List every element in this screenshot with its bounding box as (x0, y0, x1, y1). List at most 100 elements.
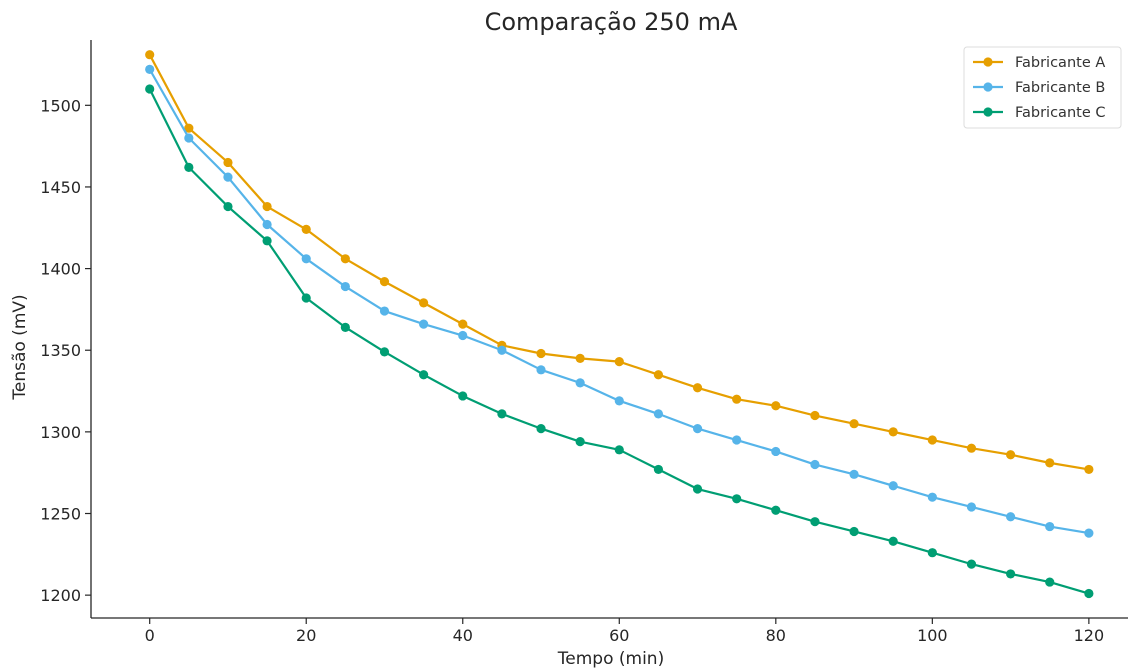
data-point (1084, 588, 1094, 599)
data-point (379, 306, 390, 316)
data-point (653, 409, 664, 419)
data-point (301, 254, 311, 264)
data-point (732, 435, 742, 445)
data-point (379, 277, 390, 287)
data-point (262, 236, 272, 246)
legend-label: Fabricante B (1015, 80, 1105, 96)
data-point (614, 357, 624, 367)
data-point (184, 133, 194, 143)
legend-label: Fabricante C (1015, 105, 1105, 121)
x-axis-label: Tempo (min) (557, 649, 664, 669)
data-point (262, 219, 272, 230)
x-tick-label: 0 (145, 626, 155, 645)
y-tick-label: 1400 (40, 260, 81, 279)
data-point (536, 348, 546, 359)
data-point (888, 481, 898, 491)
series-fabricante-c (145, 84, 1094, 599)
data-point (262, 201, 272, 212)
data-point (145, 84, 155, 94)
data-point (849, 526, 859, 537)
y-axis-label: Tensão (mV) (10, 294, 30, 400)
x-tick-label: 100 (917, 626, 948, 645)
data-point (1006, 569, 1016, 579)
data-point (1045, 458, 1055, 468)
data-point (810, 410, 820, 421)
data-point (888, 536, 898, 546)
data-point (653, 464, 664, 475)
chart-axes: 0 20 40 60 80 100 120 1200 1250 1300 1350 1400 1450 1… (40, 40, 1128, 645)
series-line (148, 88, 1090, 595)
legend-marker (983, 57, 993, 67)
legend-marker (983, 107, 993, 117)
data-point (653, 370, 664, 380)
data-point (536, 423, 546, 434)
data-point (1006, 512, 1016, 522)
data-point (849, 469, 859, 479)
legend-marker (983, 82, 993, 92)
data-point (575, 378, 585, 388)
series-line (148, 68, 1090, 535)
data-point (497, 409, 507, 419)
x-tick-label: 40 (453, 626, 473, 645)
data-point (458, 330, 468, 341)
data-point (849, 419, 859, 429)
legend-box (963, 46, 1122, 129)
x-tick-label: 60 (609, 626, 629, 645)
data-point (145, 64, 155, 74)
x-tick-label: 80 (766, 626, 786, 645)
data-point (692, 383, 703, 393)
legend-item: Fabricante A (973, 55, 1105, 71)
data-point (301, 224, 311, 235)
data-point (692, 423, 703, 434)
data-point (1045, 577, 1055, 587)
data-point (145, 50, 155, 60)
data-point (966, 443, 977, 453)
data-point (575, 353, 585, 363)
data-point (614, 396, 624, 406)
x-tick-label: 120 (1074, 626, 1105, 645)
data-point (458, 319, 468, 329)
data-point (1084, 528, 1094, 538)
data-point (966, 559, 977, 569)
legend-item: Fabricante B (973, 80, 1105, 96)
data-point (692, 484, 703, 494)
data-point (184, 162, 194, 172)
data-point (732, 494, 742, 504)
data-point (614, 445, 624, 455)
data-point (340, 322, 350, 332)
y-tick-label: 1500 (40, 96, 81, 115)
data-point (1045, 521, 1055, 532)
data-point (966, 502, 977, 512)
y-tick-label: 1250 (40, 505, 81, 524)
data-point (458, 391, 468, 401)
data-point (575, 437, 585, 447)
data-point (223, 157, 233, 168)
y-tick-label: 1200 (40, 586, 81, 605)
data-point (927, 435, 937, 445)
data-point (732, 394, 742, 404)
data-point (379, 347, 390, 357)
data-point (1084, 464, 1094, 475)
data-point (419, 298, 429, 308)
legend: Fabricante A Fabricante B Fabricante C (963, 46, 1122, 129)
data-point (536, 365, 546, 375)
data-point (340, 281, 350, 292)
data-point (419, 319, 429, 329)
y-tick-label: 1350 (40, 341, 81, 360)
chart-title: Comparação 250 mA (485, 8, 738, 36)
y-tick-label: 1450 (40, 178, 81, 197)
data-point (927, 492, 937, 502)
data-point (771, 505, 781, 515)
legend-item: Fabricante C (973, 105, 1105, 121)
data-point (810, 517, 820, 527)
data-point (419, 370, 429, 380)
legend-label: Fabricante A (1015, 55, 1105, 71)
data-point (340, 254, 350, 264)
data-point (888, 427, 898, 437)
data-point (184, 123, 194, 133)
data-point (771, 446, 781, 457)
data-point (497, 345, 507, 355)
data-point (223, 201, 233, 212)
y-tick-label: 1300 (40, 423, 81, 442)
